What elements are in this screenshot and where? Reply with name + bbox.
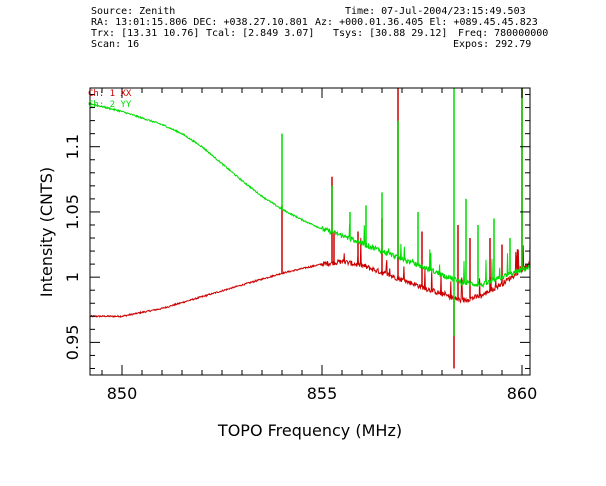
header-tcal: Tcal: [2.849 3.07]: [206, 28, 315, 39]
y-tick-label: 1.05: [63, 194, 82, 230]
x-tick-label: 850: [107, 384, 138, 403]
header-time: Time: 07-Jul-2004/23:15:49.503: [345, 6, 526, 17]
axis-ticks: [90, 88, 530, 375]
header-scan: Scan: 16: [91, 39, 140, 50]
header-trx: Trx: [13.31 10.76]: [91, 28, 200, 39]
x-axis-title: TOPO Frequency (MHz): [217, 421, 402, 440]
legend-series-2: Ch: 2 YY: [88, 100, 132, 110]
plot-frame: [89, 87, 531, 376]
header-az-el: Az: +000.01.36.405 El: +089.45.45.823: [315, 17, 538, 28]
header-freq: Freq: 780000000: [458, 28, 549, 39]
header-ra-dec: RA: 13:01:15.806 DEC: +038.27.10.801: [91, 17, 308, 28]
header-tsys: Tsys: [30.88 29.12]: [333, 28, 448, 39]
y-tick-label: 1.1: [63, 134, 82, 159]
series-line-1: [89, 237, 531, 318]
y-axis-title: Intensity (CNTS): [37, 167, 56, 297]
x-tick-label: 855: [307, 384, 338, 403]
series-line-2: [89, 101, 531, 289]
header-expos: Expos: 292.79: [453, 39, 532, 50]
y-tick-label: 1: [63, 272, 82, 282]
y-tick-label: 0.95: [63, 325, 82, 361]
x-tick-label: 860: [507, 384, 538, 403]
tick-labels: 850 855 860 0.95 1 1.05 1.1: [63, 134, 537, 403]
plot-series: [89, 88, 531, 369]
header-source: Source: Zenith: [91, 6, 176, 17]
legend-series-1: Ch: 1 XX: [88, 89, 132, 99]
